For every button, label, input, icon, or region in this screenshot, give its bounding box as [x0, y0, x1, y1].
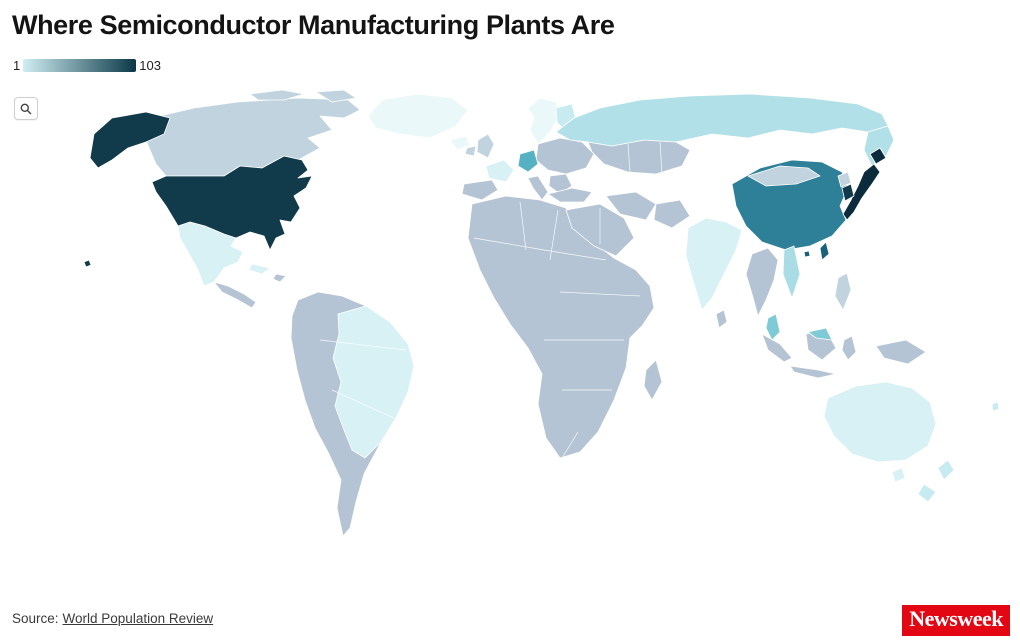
color-legend: 1 103: [13, 58, 161, 73]
country-india[interactable]: [685, 217, 743, 311]
map-group-very-pale[interactable]: [367, 93, 561, 151]
region-italy[interactable]: [527, 175, 549, 201]
country-russia[interactable]: [555, 93, 889, 147]
country-cuba[interactable]: [248, 263, 271, 275]
map-group-malaysia[interactable]: [765, 313, 833, 341]
page-title: Where Semiconductor Manufacturing Plants…: [12, 10, 615, 40]
country-australia-tasmania[interactable]: [891, 467, 906, 483]
country-usa-hawaii[interactable]: [83, 259, 92, 268]
map-group-light-steel[interactable]: [141, 89, 852, 311]
region-sri-lanka[interactable]: [715, 309, 728, 329]
country-united-kingdom[interactable]: [476, 133, 495, 159]
legend-max-label: 103: [139, 58, 161, 73]
magnifier-icon: [20, 103, 32, 114]
world-choropleth-map[interactable]: [0, 88, 1020, 558]
region-madagascar[interactable]: [643, 359, 663, 401]
country-usa[interactable]: [151, 155, 313, 251]
country-new-zealand-south[interactable]: [917, 483, 937, 503]
country-ireland[interactable]: [464, 145, 477, 157]
region-scandinavia[interactable]: [527, 97, 561, 145]
country-north-korea[interactable]: [837, 171, 852, 188]
region-pacific-island[interactable]: [991, 401, 1000, 412]
country-canada[interactable]: [141, 97, 361, 177]
region-new-guinea[interactable]: [875, 339, 927, 365]
map-group-germany[interactable]: [517, 149, 539, 173]
country-philippines[interactable]: [834, 272, 852, 311]
region-afghanistan-pakistan[interactable]: [653, 199, 691, 229]
region-hong-kong[interactable]: [803, 250, 811, 258]
country-south-korea[interactable]: [841, 183, 855, 202]
legend-gradient-bar: [23, 59, 137, 72]
country-new-zealand-north[interactable]: [937, 459, 955, 481]
map-group-russia[interactable]: [555, 93, 895, 167]
region-central-asia[interactable]: [587, 139, 691, 175]
country-taiwan[interactable]: [819, 241, 830, 261]
country-malaysia-borneo[interactable]: [807, 327, 833, 341]
region-greenland[interactable]: [367, 93, 469, 139]
country-borders-overlay: [319, 141, 663, 459]
map-group-taiwan[interactable]: [803, 241, 830, 261]
legend-min-label: 1: [13, 58, 21, 73]
country-france[interactable]: [485, 159, 515, 183]
region-central-america[interactable]: [213, 281, 257, 309]
region-sulawesi[interactable]: [841, 335, 857, 361]
region-iran[interactable]: [605, 191, 657, 221]
map-group-max[interactable]: [83, 111, 855, 268]
region-sumatra[interactable]: [761, 333, 793, 363]
region-iberia[interactable]: [461, 179, 499, 201]
region-iceland[interactable]: [449, 135, 471, 151]
map-zoom-button[interactable]: [14, 97, 38, 120]
country-australia[interactable]: [823, 381, 937, 463]
region-turkey[interactable]: [547, 187, 593, 203]
country-canada-arctic-1[interactable]: [249, 89, 305, 101]
source-line: Source: World Population Review: [12, 611, 213, 626]
region-myanmar-thailand[interactable]: [745, 247, 779, 317]
country-usa-alaska[interactable]: [89, 111, 171, 169]
source-prefix: Source:: [12, 611, 59, 626]
country-mongolia[interactable]: [747, 165, 821, 187]
source-link[interactable]: World Population Review: [62, 611, 214, 626]
map-group-pale-cyan[interactable]: [177, 159, 937, 483]
map-group-vietnam[interactable]: [782, 245, 801, 299]
country-malaysia-peninsula[interactable]: [765, 313, 781, 341]
country-japan-hokkaido[interactable]: [869, 147, 887, 165]
country-germany[interactable]: [517, 149, 539, 173]
region-hispaniola[interactable]: [272, 273, 287, 283]
country-canada-arctic-2[interactable]: [315, 89, 357, 103]
newsweek-logo[interactable]: Newsweek: [902, 605, 1010, 636]
region-eastern-europe[interactable]: [535, 137, 595, 175]
region-java[interactable]: [789, 365, 837, 379]
country-vietnam[interactable]: [782, 245, 801, 299]
